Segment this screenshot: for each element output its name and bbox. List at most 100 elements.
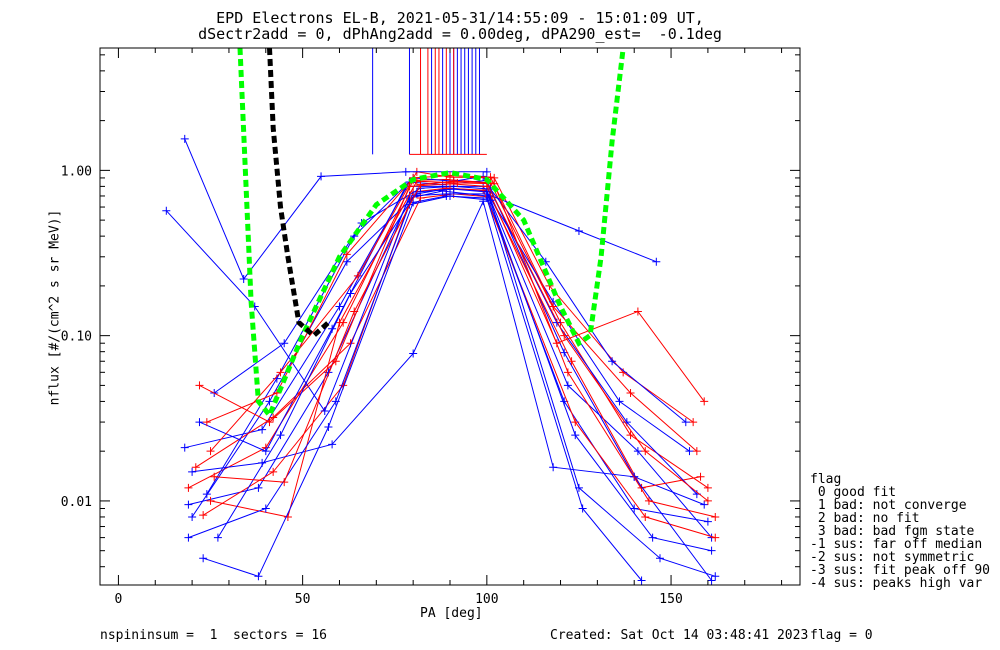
legend-item: -2 sus: not symmetric xyxy=(810,550,975,565)
data-point-marker xyxy=(188,467,197,476)
data-point-marker xyxy=(409,198,418,207)
data-point-marker xyxy=(479,186,488,195)
data-point-marker xyxy=(626,388,635,397)
data-point-marker xyxy=(574,226,583,235)
y-tick-label: 0.10 xyxy=(61,330,92,345)
fit-curve-green xyxy=(237,47,626,421)
data-point-marker xyxy=(560,331,569,340)
y-tick-label: 1.00 xyxy=(61,164,92,179)
x-tick-label: 150 xyxy=(659,592,682,607)
series-line-blue xyxy=(165,193,657,413)
data-point-marker xyxy=(331,357,340,366)
data-point-marker xyxy=(206,496,215,505)
data-point-marker xyxy=(696,472,705,481)
series-line-blue xyxy=(188,195,716,577)
x-tick-label: 100 xyxy=(475,592,498,607)
data-point-marker xyxy=(342,250,351,259)
chart-title-line2: dSectr2add = 0, dPhAng2add = 0.00deg, dP… xyxy=(198,25,722,43)
footer-created: Created: Sat Oct 14 03:48:41 2023 xyxy=(550,628,809,643)
data-point-marker xyxy=(453,178,462,187)
data-point-marker xyxy=(652,257,661,266)
data-point-marker xyxy=(416,180,425,189)
data-point-marker xyxy=(191,463,200,472)
data-point-marker xyxy=(681,418,690,427)
data-point-marker xyxy=(239,275,248,284)
data-point-marker xyxy=(549,302,558,311)
data-point-marker xyxy=(202,490,211,499)
chart-title-line1: EPD Electrons EL-B, 2021-05-31/14:55:09 … xyxy=(216,9,704,27)
data-point-marker xyxy=(401,167,410,176)
data-point-marker xyxy=(656,554,664,563)
data-point-marker xyxy=(707,546,716,555)
data-point-marker xyxy=(685,447,694,456)
data-point-marker xyxy=(549,463,558,472)
data-point-marker xyxy=(199,511,208,520)
data-point-marker xyxy=(633,307,642,316)
legend-item: 3 bad: bad fgm state xyxy=(810,524,975,539)
data-point-marker xyxy=(265,397,274,406)
series-line-blue xyxy=(191,187,712,538)
data-point-marker xyxy=(280,478,289,487)
data-point-marker xyxy=(644,496,653,505)
data-point-marker xyxy=(184,500,193,509)
data-point-marker xyxy=(637,576,646,585)
data-point-marker xyxy=(405,191,414,200)
series-line-red xyxy=(210,180,716,518)
data-point-marker xyxy=(630,504,639,513)
data-point-marker xyxy=(195,418,204,427)
data-point-marker xyxy=(254,572,263,581)
data-point-marker xyxy=(482,167,491,176)
data-layer xyxy=(162,48,720,585)
data-point-marker xyxy=(615,397,624,406)
data-point-marker xyxy=(482,194,491,203)
data-point-marker xyxy=(202,418,211,427)
series-line-blue xyxy=(184,179,705,506)
data-point-marker xyxy=(711,572,720,581)
data-point-marker xyxy=(353,271,362,280)
series-line-blue xyxy=(203,195,642,581)
data-point-marker xyxy=(210,472,219,481)
data-point-marker xyxy=(449,185,458,194)
series-line-red xyxy=(195,193,701,489)
data-point-marker xyxy=(184,533,193,542)
series-line-blue xyxy=(192,199,713,581)
series-line-blue xyxy=(213,185,687,423)
data-point-marker xyxy=(641,447,650,456)
axes-layer: 0 50 100 150 1.00 0.10 0.01 xyxy=(61,48,800,607)
legend-item: 2 bad: no fit xyxy=(810,511,920,526)
series-line-red xyxy=(188,178,709,489)
footer-settings: nspininsum = 1 sectors = 16 xyxy=(100,628,327,643)
data-point-marker xyxy=(563,368,572,377)
data-point-marker xyxy=(342,257,351,266)
y-axis-label: nflux [#/(cm^2 s sr MeV)] xyxy=(47,209,63,406)
series-line-red xyxy=(199,183,705,423)
data-point-marker xyxy=(324,423,333,432)
data-point-marker xyxy=(692,447,701,456)
data-point-marker xyxy=(567,357,576,366)
data-point-marker xyxy=(563,381,572,390)
data-point-marker xyxy=(188,512,197,521)
series-line-blue xyxy=(184,138,487,281)
fit-layer xyxy=(237,47,626,421)
data-point-marker xyxy=(449,177,458,186)
data-point-marker xyxy=(409,349,418,358)
data-point-marker xyxy=(703,483,712,492)
legend-item: -4 sus: peaks high var xyxy=(810,576,983,591)
data-point-marker xyxy=(641,512,650,521)
data-point-marker xyxy=(184,483,193,492)
data-point-marker xyxy=(258,425,267,434)
data-point-marker xyxy=(442,191,451,200)
data-point-marker xyxy=(637,483,646,492)
data-point-marker xyxy=(707,576,716,585)
data-point-marker xyxy=(269,413,278,422)
data-point-marker xyxy=(571,431,580,440)
legend-item: -3 sus: fit peak off 90 xyxy=(810,563,991,578)
legend-item: 1 bad: not converge xyxy=(810,498,967,513)
data-point-marker xyxy=(206,447,215,456)
legend-title: flag xyxy=(810,472,842,487)
data-point-marker xyxy=(276,431,285,440)
y-tick-label: 0.01 xyxy=(61,495,92,510)
data-point-marker xyxy=(261,447,270,456)
data-point-marker xyxy=(703,517,712,526)
